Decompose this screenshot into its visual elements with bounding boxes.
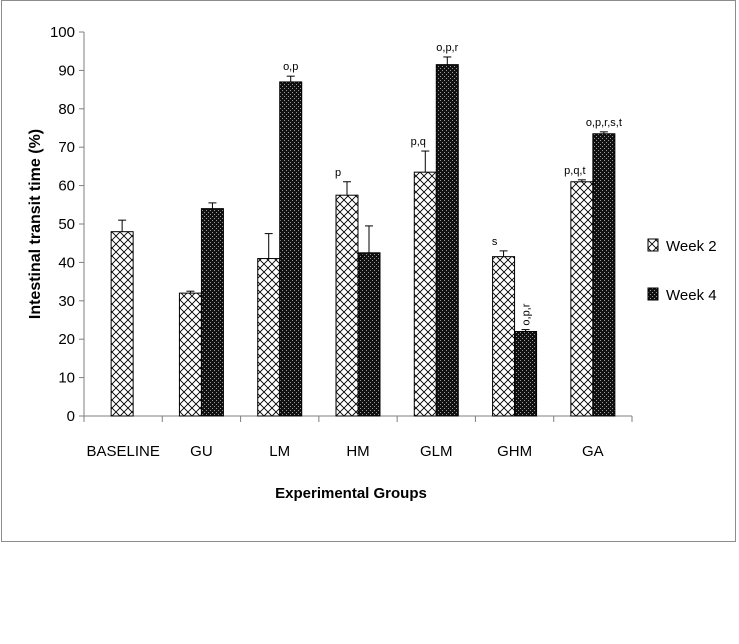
y-tick-label: 50 [58,216,75,233]
data-annotation: o,p [283,61,298,73]
bar-week-2 [492,256,516,417]
data-annotation: o,p,r [436,42,458,54]
bar-week-2 [335,194,359,417]
y-tick-label: 90 [58,62,75,79]
bar-week-2 [257,258,281,417]
bar-week-4 [514,331,538,417]
data-annotation: p [335,167,341,179]
data-annotation: o [357,250,363,262]
bar-week-4 [200,208,224,417]
bar-week-2 [110,231,134,417]
data-annotation: o,p,r,s,t [586,117,622,129]
legend-week-2-label: Week 2 [666,238,717,255]
bar-week-2 [178,292,202,417]
y-tick-label: 40 [58,254,75,271]
y-tick-label: 70 [58,139,75,156]
x-tick-label: HM [346,443,369,460]
axis-labels: Intestinal transit time (%) Experimental… [27,129,427,502]
bar-week-2 [413,171,437,417]
x-tick-label: GA [582,443,604,460]
bar-week-4 [435,64,459,417]
legend-week-4-swatch [647,287,659,301]
y-tick-label: 0 [67,408,75,425]
y-tick-label: 60 [58,178,75,195]
x-tick-label: LM [269,443,290,460]
data-annotation: s [492,236,498,248]
bar-week-4 [592,133,616,417]
y-tick-label: 20 [58,331,75,348]
legend: Week 2 Week 4 [647,238,717,304]
bar-week-2 [570,181,594,417]
y-axis-title: Intestinal transit time (%) [27,129,44,319]
x-tick-label: GU [190,443,213,460]
data-annotation: p,q [411,136,426,148]
y-tick-label: 80 [58,101,75,118]
legend-week-2-swatch [647,238,659,252]
bar-week-4 [357,252,381,417]
axes: 0 10 20 30 40 50 60 70 80 90 100 BASELINE GU LM HM GLM G… [50,24,633,460]
x-tick-label: BASELINE [86,443,159,460]
data-annotation: p,q,t [564,165,585,177]
legend-week-4-label: Week 4 [666,287,717,304]
x-tick-label: GHM [497,443,532,460]
data-annotation: o,p,r [521,303,533,325]
x-axis-title: Experimental Groups [275,485,427,502]
x-tick-label: GLM [420,443,453,460]
y-tick-label: 10 [58,370,75,387]
bars: p p,q s p,q,t o,p o o,p,r o,p,r o,p,r,s,t [110,42,622,417]
bar-week-4 [279,81,303,417]
y-tick-label: 30 [58,293,75,310]
y-tick-label: 100 [50,24,75,41]
